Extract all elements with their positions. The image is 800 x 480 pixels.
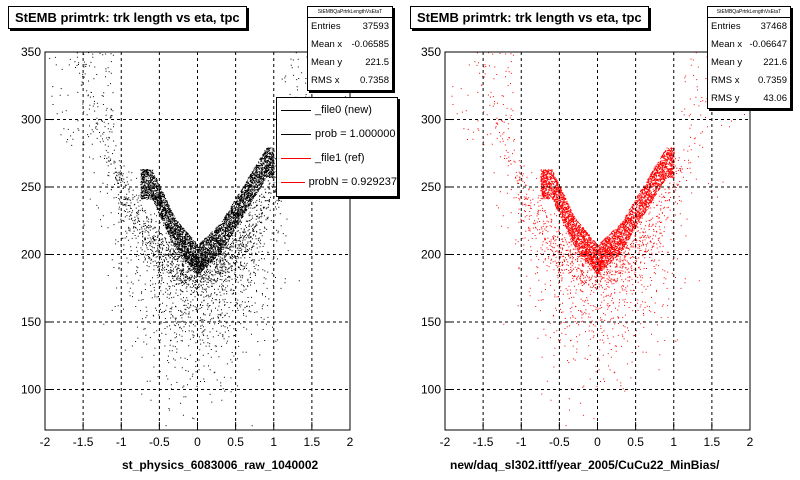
legend-entry: prob = 1.000000 [277, 122, 397, 146]
x-axis-label: st_physics_6083006_raw_1040002 [122, 458, 319, 472]
stats-row: Mean y 221.5 [308, 54, 392, 72]
x-tick-label: -1.5 [73, 435, 94, 449]
x-tick-label: -1.5 [473, 435, 494, 449]
x-tick-label: -1 [516, 435, 527, 449]
y-tick-label: 300 [21, 113, 41, 127]
stats-row: RMS y 43.06 [708, 90, 790, 108]
stats-label: Entries [311, 21, 341, 32]
legend-swatch [281, 157, 311, 159]
y-tick-label: 100 [421, 383, 441, 397]
chart-title: StEMB primtrk: trk length vs eta, tpc [8, 6, 247, 29]
stats-box: StEMBQaPrtrkLengthVsEtaT Entries 37468 M… [707, 6, 791, 109]
y-tick-label: 250 [21, 180, 41, 194]
stats-row: Entries 37593 [308, 18, 392, 36]
x-axis-label: new/daq_sl302.ittf/year_2005/CuCu22_MinB… [450, 458, 720, 472]
stats-row: Mean y 221.6 [708, 54, 790, 72]
chart-title: StEMB primtrk: trk length vs eta, tpc [410, 6, 649, 29]
x-tick-label: 2 [747, 435, 754, 449]
stats-value: 0.7358 [359, 75, 389, 86]
x-tick-label: -0.5 [149, 435, 170, 449]
x-tick-label: -1 [116, 435, 127, 449]
legend: _file0 (new) prob = 1.000000 _file1 (ref… [276, 97, 398, 197]
stats-value: 37468 [760, 21, 787, 32]
stats-row: Mean x -0.06647 [708, 36, 790, 54]
y-tick-label: 300 [421, 113, 441, 127]
legend-entry: probN = 0.929237 [277, 170, 397, 194]
stats-label: RMS x [711, 75, 740, 86]
legend-entry: _file1 (ref) [277, 146, 397, 170]
stats-row: RMS x 0.7358 [308, 72, 392, 90]
legend-label: probN = 0.929237 [308, 176, 397, 188]
stats-value: 221.6 [763, 57, 787, 68]
y-tick-label: 250 [421, 180, 441, 194]
x-tick-label: -0.5 [549, 435, 570, 449]
stats-label: Mean y [711, 57, 743, 68]
stats-row: RMS x 0.7359 [708, 72, 790, 90]
stats-label: RMS x [311, 75, 340, 86]
x-tick-label: -2 [440, 435, 451, 449]
x-tick-label: 1 [670, 435, 677, 449]
y-tick-label: 200 [421, 248, 441, 262]
scatter-points [49, 52, 346, 427]
x-tick-label: 2 [347, 435, 354, 449]
stats-row: Mean x -0.06585 [308, 36, 392, 54]
y-tick-label: 150 [421, 315, 441, 329]
stats-label: Mean y [311, 57, 343, 68]
stats-value: -0.06647 [749, 39, 787, 50]
x-tick-label: 1.5 [704, 435, 721, 449]
stats-value: -0.06585 [351, 39, 389, 50]
y-tick-label: 350 [421, 45, 441, 59]
stats-box: StEMBQaPrtrkLengthVsEtaT Entries 37593 M… [307, 6, 393, 91]
stats-row: Entries 37468 [708, 18, 790, 36]
stats-name: StEMBQaPrtrkLengthVsEtaT [308, 7, 392, 18]
stats-name: StEMBQaPrtrkLengthVsEtaT [708, 7, 790, 18]
legend-entry: _file0 (new) [277, 98, 397, 122]
legend-swatch [281, 181, 305, 183]
stats-value: 0.7359 [757, 75, 787, 86]
legend-label: prob = 1.000000 [315, 128, 396, 140]
stats-label: Mean x [711, 39, 743, 50]
y-tick-label: 150 [21, 315, 41, 329]
x-tick-label: 1.5 [304, 435, 321, 449]
y-tick-label: 200 [21, 248, 41, 262]
stats-value: 221.5 [365, 57, 389, 68]
stats-value: 43.06 [763, 93, 787, 104]
legend-swatch [281, 133, 311, 135]
stats-label: RMS y [711, 93, 740, 104]
x-tick-label: -2 [40, 435, 51, 449]
x-tick-label: 1 [270, 435, 277, 449]
legend-label: _file0 (new) [315, 104, 372, 116]
y-tick-label: 100 [21, 383, 41, 397]
x-tick-label: 0 [594, 435, 601, 449]
legend-label: _file1 (ref) [315, 152, 365, 164]
x-tick-label: 0.5 [627, 435, 644, 449]
legend-swatch [281, 109, 311, 111]
stats-value: 37593 [362, 21, 389, 32]
stats-label: Entries [711, 21, 741, 32]
y-tick-label: 350 [21, 45, 41, 59]
stats-label: Mean x [311, 39, 343, 50]
x-tick-label: 0 [194, 435, 201, 449]
x-tick-label: 0.5 [227, 435, 244, 449]
